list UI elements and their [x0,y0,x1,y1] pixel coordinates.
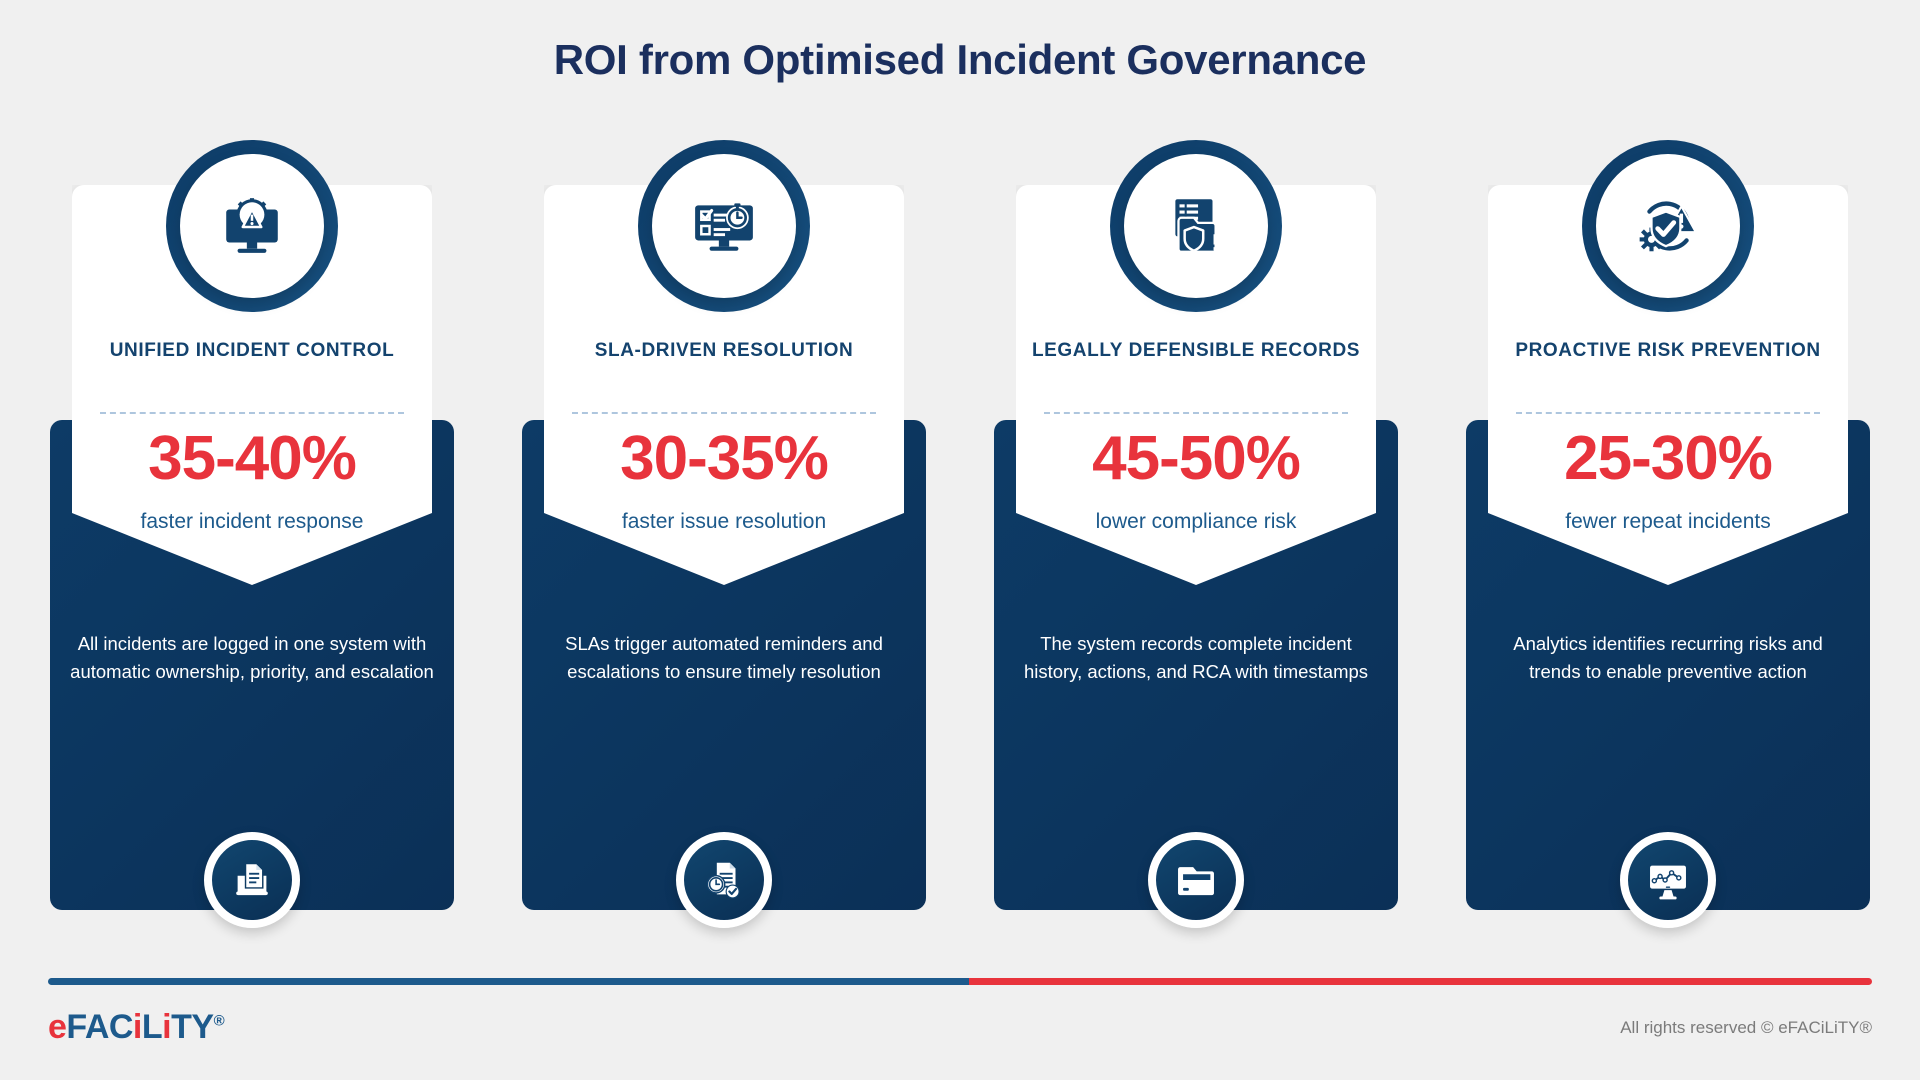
card-stat: 45-50% [1092,424,1301,493]
card-description: SLAs trigger automated reminders and esc… [565,633,883,683]
card-stat-subtitle: faster issue resolution [621,510,827,533]
card-divider [1044,412,1348,414]
efacility-logo: eFACiLiTY® [48,1008,225,1046]
folder-shield-document-icon [1124,154,1268,298]
logo-letter-e: e [48,1008,67,1046]
card-heading: PROACTIVE RISK PREVENTION [1515,340,1821,361]
document-monitor-icon [204,832,300,928]
card-divider [572,412,876,414]
cards-row: UNIFIED INCIDENT CONTROL 35-40% faster i… [42,140,1878,970]
monitor-gear-alert-icon [180,154,324,298]
card-heading: UNIFIED INCIDENT CONTROL [109,340,395,361]
card-sla-driven-resolution: SLA-DRIVEN RESOLUTION 30-35% faster issu… [514,140,934,970]
monitor-linechart-icon [1620,832,1716,928]
card-heading: LEGALLY DEFENSIBLE RECORDS [1031,340,1361,361]
logo-letters-fac: FAC [66,1008,133,1046]
document-clock-check-icon [676,832,772,928]
logo-letter-i2: i [162,1008,172,1046]
logo-registered-mark: ® [213,1012,225,1030]
monitor-checklist-stopwatch-icon [652,154,796,298]
card-stat-subtitle: faster incident response [140,510,364,533]
card-description: All incidents are logged in one system w… [70,633,434,683]
card-stat: 25-30% [1564,424,1773,493]
shield-check-warning-gear-icon [1596,154,1740,298]
card-stat: 30-35% [620,424,829,493]
card-heading: SLA-DRIVEN RESOLUTION [594,340,854,361]
logo-letters-ty: TY [171,1008,214,1046]
card-unified-incident-control: UNIFIED INCIDENT CONTROL 35-40% faster i… [42,140,462,970]
card-stat: 35-40% [148,424,357,493]
folder-icon [1148,832,1244,928]
card-divider [100,412,404,414]
footer-divider-red-segment [969,978,1872,985]
card-stat-subtitle: fewer repeat incidents [1565,510,1771,533]
card-divider [1516,412,1820,414]
copyright-text: All rights reserved © eFACiLiTY® [1620,1018,1872,1037]
card-description: The system records complete incident his… [1023,633,1369,683]
logo-letter-l: L [141,1008,163,1046]
logo-letter-i1: i [132,1008,142,1046]
footer-divider [48,978,1872,985]
page-title: ROI from Optimised Incident Governance [553,36,1367,83]
card-proactive-risk-prevention: PROACTIVE RISK PREVENTION 25-30% fewer r… [1458,140,1878,970]
card-description: Analytics identifies recurring risks and… [1513,633,1823,683]
card-legally-defensible-records: LEGALLY DEFENSIBLE RECORDS 45-50% lower … [986,140,1406,970]
card-stat-subtitle: lower compliance risk [1095,510,1297,533]
footer-divider-blue-segment [48,978,970,985]
